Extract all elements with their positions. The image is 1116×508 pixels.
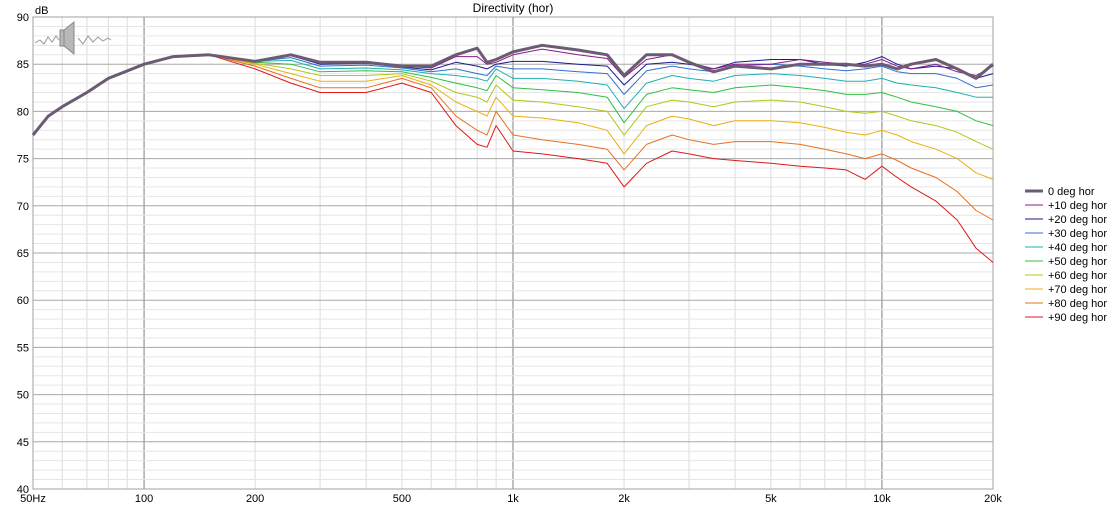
y-axis-unit-label: dB [35,5,48,17]
series-line-0 [31,43,994,136]
y-tick-label: 90 [17,12,29,24]
x-tick-label: 2k [618,493,630,505]
x-tick-label: 5k [765,493,777,505]
legend-label: +70 deg hor [1048,284,1107,296]
y-tick-label: 65 [17,248,29,260]
speaker-icon-waveform [34,35,60,45]
series-layer [31,43,994,263]
legend-label: +90 deg hor [1048,312,1107,324]
y-tick-label: 55 [17,342,29,354]
x-tick-label: 100 [135,493,153,505]
y-tick-label: 75 [17,154,29,166]
y-tick-label: 70 [17,201,29,213]
legend-label: +10 deg hor [1048,200,1107,212]
y-tick-label: 45 [17,437,29,449]
y-tick-label: 60 [17,295,29,307]
x-tick-label: 50Hz [20,493,46,505]
y-tick-label: 85 [17,59,29,71]
legend-label: +80 deg hor [1048,298,1107,310]
grid-layer [32,16,994,490]
x-tick-label: 10k [873,493,891,505]
speaker-icon-shape [59,20,75,56]
legend-label: +40 deg hor [1048,242,1107,254]
axis-ticks: 50Hz 100 200 500 1k 2k 5k 10k 20k 40 45 50 55 60 65 70 7… [17,12,1003,505]
legend-label: +50 deg hor [1048,256,1107,268]
y-tick-label: 80 [17,106,29,118]
x-tick-label: 500 [393,493,411,505]
legend-label: +60 deg hor [1048,270,1107,282]
x-tick-label: 20k [984,493,1002,505]
x-tick-label: 1k [507,493,519,505]
speaker-icon [34,20,112,56]
y-tick-label: 50 [17,390,29,402]
chart-title: Directivity (hor) [473,1,554,15]
y-tick-label: 40 [17,484,29,496]
legend-label: +20 deg hor [1048,214,1107,226]
legend-label: 0 deg hor [1048,186,1095,198]
x-tick-label: 200 [246,493,264,505]
legend-label: +30 deg hor [1048,228,1107,240]
speaker-icon-waveform-right [77,35,112,45]
plot-frame [32,16,994,490]
legend: 0 deg hor +10 deg hor +20 deg hor +30 deg h… [1025,186,1107,324]
